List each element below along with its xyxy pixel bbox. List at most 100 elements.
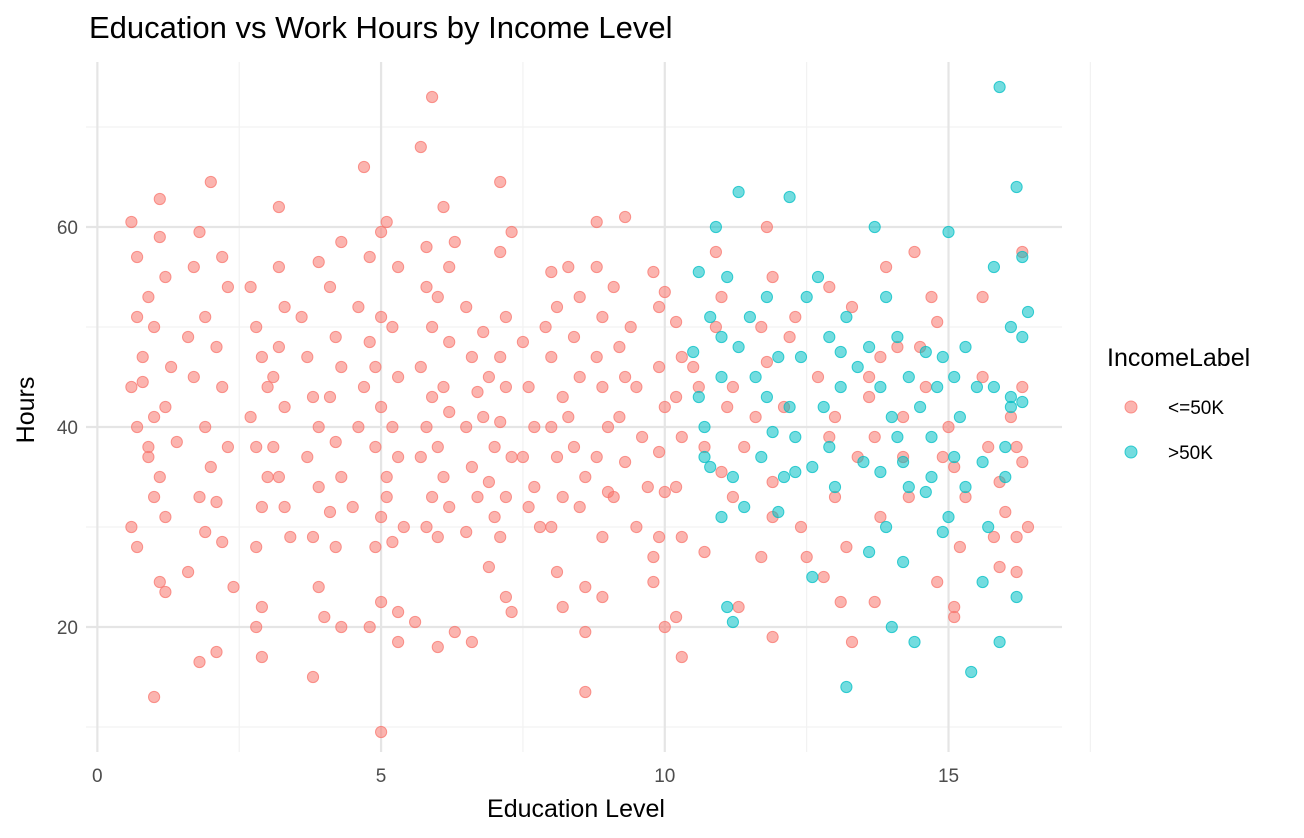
data-point <box>925 470 938 484</box>
data-point <box>522 380 535 394</box>
data-point <box>363 620 376 634</box>
data-point <box>380 490 393 504</box>
data-point <box>567 330 581 344</box>
data-point <box>721 400 734 414</box>
y-tick-label: 60 <box>57 218 78 239</box>
data-point <box>783 400 796 414</box>
data-point <box>131 540 144 554</box>
data-point <box>357 380 371 394</box>
data-point <box>550 300 564 314</box>
data-point <box>375 225 388 239</box>
x-tick-label: 10 <box>654 766 675 787</box>
data-point <box>312 580 325 594</box>
data-point <box>687 345 700 359</box>
data-point <box>891 430 904 444</box>
data-point <box>131 310 144 324</box>
data-point <box>863 370 876 384</box>
data-point <box>721 270 734 284</box>
data-point <box>715 465 728 479</box>
data-point <box>386 535 399 549</box>
data-point <box>783 330 796 344</box>
data-point <box>880 520 893 534</box>
data-point <box>959 340 972 354</box>
data-point <box>596 590 609 604</box>
data-point <box>148 490 161 504</box>
data-point <box>562 260 575 274</box>
data-point <box>936 525 949 539</box>
data-point <box>647 265 660 279</box>
data-point <box>556 390 569 404</box>
data-point <box>840 680 853 694</box>
data-point <box>301 350 314 364</box>
data-point <box>494 350 507 364</box>
data-point <box>488 440 501 454</box>
data-point <box>556 490 569 504</box>
plot-area <box>125 80 1035 739</box>
legend-label-high-income: >50K <box>1168 443 1213 464</box>
data-point <box>726 380 740 394</box>
data-point <box>647 550 660 564</box>
data-point <box>766 630 779 644</box>
data-point <box>420 280 433 294</box>
data-point <box>323 505 337 519</box>
data-point <box>874 510 887 524</box>
data-point <box>210 495 223 509</box>
data-point <box>976 290 989 304</box>
data-point <box>823 330 836 344</box>
data-point <box>931 315 944 329</box>
data-point <box>414 140 427 154</box>
data-point <box>715 370 728 384</box>
data-point <box>709 220 723 234</box>
data-point <box>670 315 683 329</box>
data-point <box>573 290 586 304</box>
y-tick-label: 20 <box>57 618 78 639</box>
data-point <box>272 340 285 354</box>
data-point <box>868 595 881 609</box>
data-point <box>437 200 450 214</box>
data-point <box>346 500 359 514</box>
data-point <box>948 610 961 624</box>
data-point <box>460 300 473 314</box>
data-point <box>647 575 660 589</box>
data-point <box>437 380 450 394</box>
data-point <box>148 320 161 334</box>
legend-key-low-income <box>1124 400 1138 414</box>
data-point <box>738 440 751 454</box>
data-point <box>380 215 393 229</box>
data-point <box>619 210 632 224</box>
data-point <box>250 320 263 334</box>
data-point <box>494 175 507 189</box>
data-point <box>153 575 166 589</box>
data-point <box>675 350 688 364</box>
data-point <box>323 280 337 294</box>
data-point <box>556 600 569 614</box>
data-point <box>834 380 847 394</box>
data-point <box>885 620 898 634</box>
data-point <box>426 490 439 504</box>
data-point <box>936 450 949 464</box>
data-point <box>834 345 847 359</box>
data-point <box>516 450 530 464</box>
data-point <box>936 350 949 364</box>
y-axis-title: Hours <box>12 377 40 444</box>
data-point <box>335 235 348 249</box>
data-point <box>777 470 791 484</box>
data-point <box>142 290 155 304</box>
data-point <box>760 220 774 234</box>
data-point <box>375 725 388 739</box>
data-point <box>658 285 671 299</box>
data-point <box>306 670 320 684</box>
data-point <box>715 330 728 344</box>
data-point <box>471 385 484 399</box>
data-point <box>199 420 212 434</box>
data-point <box>698 420 711 434</box>
data-point <box>601 420 615 434</box>
data-point <box>1021 520 1035 534</box>
data-point <box>386 320 399 334</box>
data-point <box>840 540 853 554</box>
data-point <box>965 665 978 679</box>
data-point <box>828 480 842 494</box>
data-point <box>261 470 274 484</box>
data-point <box>284 530 297 544</box>
